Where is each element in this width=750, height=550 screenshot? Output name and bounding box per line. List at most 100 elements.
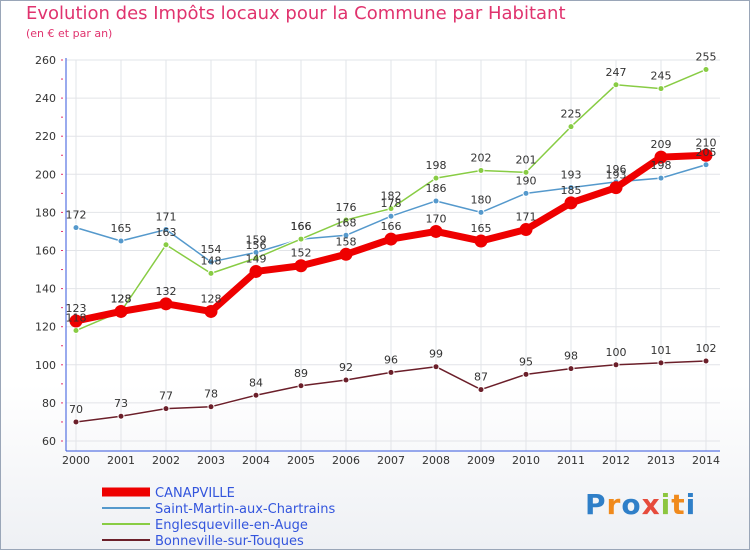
data-point — [702, 357, 710, 365]
data-label: 159 — [246, 233, 267, 246]
data-label: 185 — [561, 184, 582, 197]
legend-label: Bonneville-sur-Touques — [155, 534, 304, 549]
proxiti-logo: Proxiti — [585, 488, 697, 521]
data-label: 99 — [429, 348, 443, 361]
data-point — [387, 205, 395, 213]
x-tick-label: 2004 — [242, 454, 270, 467]
data-label: 171 — [516, 211, 537, 224]
data-point — [384, 232, 398, 246]
data-label: 171 — [156, 211, 177, 224]
data-label: 96 — [384, 353, 398, 366]
data-label: 245 — [651, 70, 672, 83]
data-point — [477, 166, 485, 174]
data-point — [207, 269, 215, 277]
data-point — [162, 226, 170, 234]
data-label: 255 — [696, 51, 717, 64]
legend-label: Englesqueville-en-Auge — [155, 518, 308, 533]
data-point — [567, 365, 575, 373]
data-label: 149 — [246, 252, 267, 265]
data-point — [252, 254, 260, 262]
data-point — [702, 66, 710, 74]
data-label: 176 — [336, 201, 357, 214]
data-label: 247 — [606, 66, 627, 79]
data-point — [432, 174, 440, 182]
data-label: 165 — [471, 222, 492, 235]
data-label: 98 — [564, 350, 578, 363]
x-tick-label: 2013 — [647, 454, 675, 467]
y-tick-label: 220 — [35, 130, 56, 143]
data-point — [612, 81, 620, 89]
data-label: 101 — [651, 344, 672, 357]
data-point — [207, 258, 215, 266]
data-point — [654, 150, 668, 164]
data-point — [117, 412, 125, 420]
data-point — [69, 314, 83, 328]
data-label: 198 — [426, 159, 447, 172]
data-label: 132 — [156, 285, 177, 298]
data-point — [117, 237, 125, 245]
data-label: 92 — [339, 361, 353, 374]
data-point — [204, 304, 218, 318]
data-label: 163 — [156, 226, 177, 239]
data-label: 89 — [294, 367, 308, 380]
data-point — [477, 208, 485, 216]
data-point — [72, 327, 80, 335]
data-point — [162, 241, 170, 249]
data-label: 186 — [426, 182, 447, 195]
data-label: 70 — [69, 403, 83, 416]
data-label: 166 — [381, 220, 402, 233]
y-tick-label: 180 — [35, 206, 56, 219]
data-label: 73 — [114, 397, 128, 410]
x-tick-label: 2010 — [512, 454, 540, 467]
data-point — [522, 168, 530, 176]
x-tick-label: 2002 — [152, 454, 180, 467]
data-point — [159, 297, 173, 311]
data-point — [387, 212, 395, 220]
data-point — [252, 391, 260, 399]
data-label: 128 — [111, 292, 132, 305]
data-label: 166 — [291, 220, 312, 233]
data-point — [567, 184, 575, 192]
data-label: 148 — [201, 254, 222, 267]
y-tick-label: 80 — [42, 397, 56, 410]
x-tick-label: 2001 — [107, 454, 135, 467]
data-point — [522, 370, 530, 378]
data-point — [249, 264, 263, 278]
data-point — [162, 405, 170, 413]
data-label: 180 — [471, 193, 492, 206]
data-label: 77 — [159, 390, 173, 403]
chart-subtitle: (en € et par an) — [26, 27, 113, 40]
data-label: 198 — [651, 159, 672, 172]
data-point — [564, 196, 578, 210]
data-point — [297, 235, 305, 243]
data-label: 196 — [606, 163, 627, 176]
data-label: 178 — [381, 197, 402, 210]
x-tick-label: 2014 — [692, 454, 720, 467]
data-label: 201 — [516, 153, 537, 166]
data-point — [657, 85, 665, 93]
data-point — [699, 148, 713, 162]
data-label: 225 — [561, 108, 582, 121]
legend-label: CANAPVILLE — [155, 486, 235, 501]
y-tick-label: 60 — [42, 435, 56, 448]
data-label: 84 — [249, 376, 263, 389]
data-label: 210 — [696, 136, 717, 149]
data-label: 168 — [336, 216, 357, 229]
chart-title: Evolution des Impôts locaux pour la Comm… — [26, 3, 566, 24]
y-tick-label: 140 — [35, 283, 56, 296]
data-point — [114, 304, 128, 318]
data-label: 154 — [201, 243, 222, 256]
x-tick-label: 2008 — [422, 454, 450, 467]
data-point — [567, 123, 575, 131]
data-point — [702, 161, 710, 169]
data-label: 128 — [111, 292, 132, 305]
data-label: 172 — [66, 209, 87, 222]
data-label: 102 — [696, 342, 717, 355]
x-tick-label: 2009 — [467, 454, 495, 467]
data-label: 193 — [606, 169, 627, 182]
y-tick-label: 100 — [35, 359, 56, 372]
data-label: 165 — [111, 222, 132, 235]
data-label: 100 — [606, 346, 627, 359]
data-label: 190 — [516, 174, 537, 187]
data-point — [522, 189, 530, 197]
